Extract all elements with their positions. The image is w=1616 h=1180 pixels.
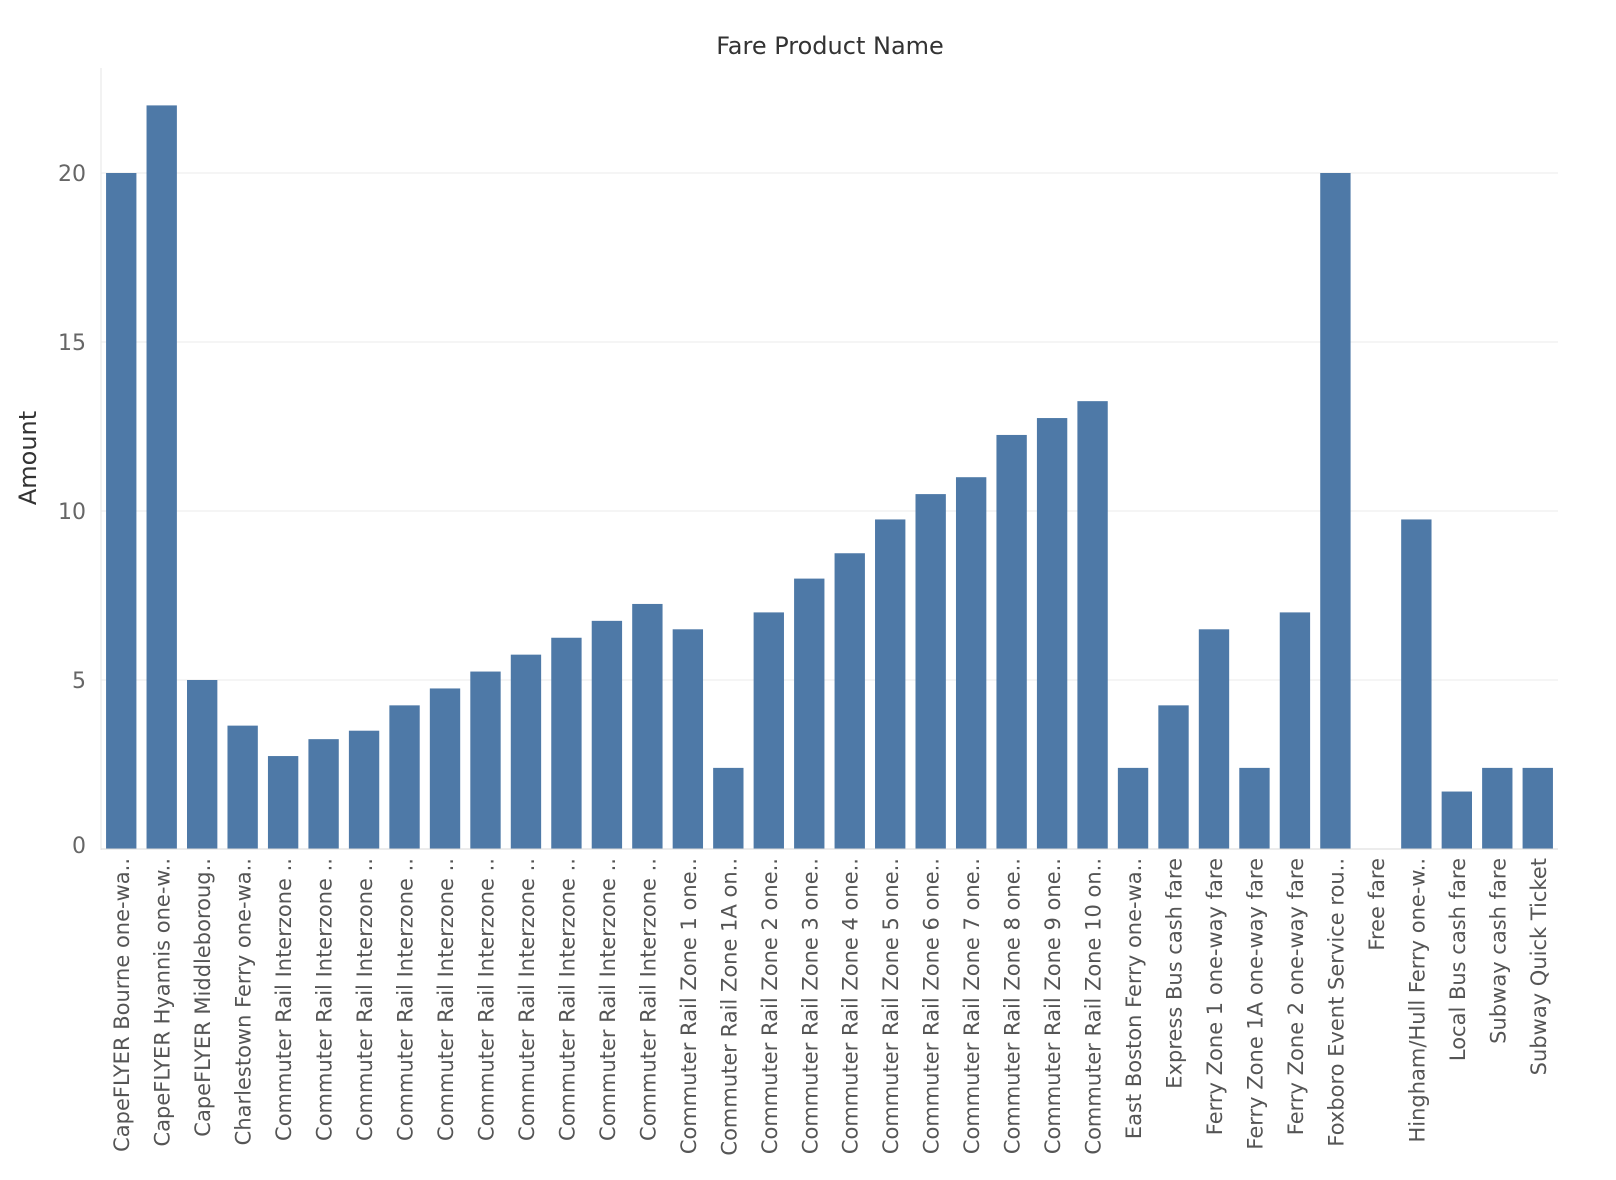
bar <box>672 629 704 849</box>
x-category-label: Commuter Rail Interzone .. <box>394 858 418 1141</box>
x-category-label: Commuter Rail Interzone .. <box>474 858 498 1141</box>
bar <box>1482 767 1513 849</box>
x-category-label: Commuter Rail Zone 7 one.. <box>960 858 984 1154</box>
y-tick-label: 10 <box>58 500 86 525</box>
x-category-label: Commuter Rail Interzone .. <box>353 858 377 1141</box>
x-category-label: CapeFLYER Middleboroug.. <box>191 858 215 1137</box>
x-category-label: Commuter Rail Zone 2 one.. <box>758 858 782 1154</box>
y-tick-label: 15 <box>58 331 86 356</box>
bar <box>510 654 542 849</box>
bar <box>875 519 906 849</box>
x-category-label: Commuter Rail Zone 1 one.. <box>677 858 701 1154</box>
bar <box>470 671 501 849</box>
x-category-label: Ferry Zone 1A one-way fare <box>1243 858 1267 1150</box>
y-tick-label: 5 <box>72 669 86 694</box>
x-category-label: Commuter Rail Interzone .. <box>515 858 539 1141</box>
bar <box>267 756 299 849</box>
x-category-label: Commuter Rail Zone 5 one.. <box>879 858 903 1154</box>
bar <box>1441 791 1472 849</box>
x-category-label: Subway cash fare <box>1486 858 1510 1044</box>
bar <box>1077 401 1108 849</box>
x-category-label: Free fare <box>1365 858 1389 951</box>
x-category-label: Commuter Rail Interzone .. <box>313 858 337 1141</box>
x-category-label: Commuter Rail Interzone .. <box>636 858 660 1141</box>
x-category-label: Charlestown Ferry one-wa.. <box>232 858 256 1145</box>
x-category-label: Commuter Rail Zone 10 on.. <box>1082 858 1106 1155</box>
x-category-label: CapeFLYER Hyannis one-w.. <box>151 858 175 1147</box>
bar <box>1239 767 1270 849</box>
y-tick-label: 20 <box>58 162 86 187</box>
bar <box>1117 767 1149 849</box>
bar <box>591 620 623 849</box>
bar <box>834 553 865 849</box>
x-category-label: Commuter Rail Interzone .. <box>434 858 458 1141</box>
x-category-label: Commuter Rail Interzone .. <box>555 858 579 1141</box>
bar <box>996 434 1027 849</box>
x-category-label: Subway Quick Ticket <box>1527 858 1551 1075</box>
y-axis-ticks: 0 5 10 15 20 <box>58 162 86 859</box>
x-category-label: Commuter Rail Zone 9 one.. <box>1041 858 1065 1154</box>
x-category-label: Commuter Rail Zone 3 one.. <box>798 858 822 1154</box>
bar <box>713 767 744 849</box>
y-axis-title: Amount <box>14 411 42 505</box>
bar <box>632 603 663 849</box>
bar <box>915 494 946 849</box>
bar <box>753 612 784 849</box>
bar <box>1036 418 1068 849</box>
x-category-label: Local Bus cash fare <box>1446 858 1470 1061</box>
bar <box>308 739 339 849</box>
bar <box>1401 519 1432 849</box>
bar <box>348 730 380 849</box>
x-category-label: Commuter Rail Zone 8 one.. <box>1001 858 1025 1154</box>
bar <box>1522 767 1553 849</box>
bar <box>794 578 825 849</box>
x-category-label: Commuter Rail Interzone .. <box>596 858 620 1141</box>
bar <box>227 725 258 849</box>
bar <box>146 105 177 849</box>
bars <box>106 105 1553 849</box>
x-category-label: Commuter Rail Zone 1A on.. <box>717 858 741 1156</box>
gridlines <box>101 172 1558 681</box>
x-category-label: Ferry Zone 1 one-way fare <box>1203 858 1227 1135</box>
x-category-label: CapeFLYER Bourne one-wa.. <box>110 858 134 1152</box>
x-axis-labels: CapeFLYER Bourne one-wa.. CapeFLYER Hyann… <box>110 858 1551 1156</box>
x-category-label: Commuter Rail Zone 6 one.. <box>920 858 944 1154</box>
bar <box>1158 705 1189 849</box>
x-category-label: Commuter Rail Interzone .. <box>272 858 296 1141</box>
x-category-label: Commuter Rail Zone 4 one.. <box>839 858 863 1154</box>
x-category-label: East Boston Ferry one-wa.. <box>1122 858 1146 1139</box>
bar <box>429 688 461 849</box>
bar <box>1279 612 1311 849</box>
bar <box>389 705 420 849</box>
x-category-label: Foxboro Event Service rou.. <box>1324 858 1348 1147</box>
bar <box>1320 173 1351 849</box>
x-category-label: Hingham/Hull Ferry one-w.. <box>1405 858 1429 1143</box>
bar <box>551 637 582 849</box>
y-tick-label: 0 <box>72 834 86 859</box>
x-category-label: Ferry Zone 2 one-way fare <box>1284 858 1308 1135</box>
bar <box>187 680 218 849</box>
x-category-label: Express Bus cash fare <box>1163 858 1187 1089</box>
bar <box>1198 629 1230 849</box>
bar <box>955 477 987 849</box>
bar <box>106 173 137 849</box>
chart-title: Fare Product Name <box>716 32 944 60</box>
